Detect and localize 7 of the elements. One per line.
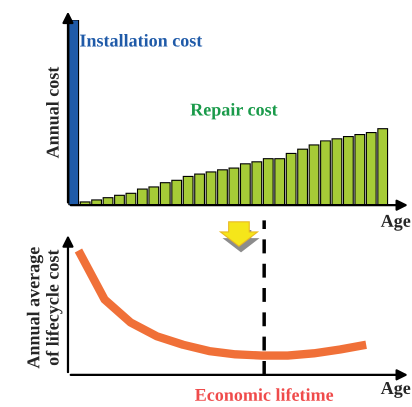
annotation: Repair cost	[190, 103, 278, 120]
y-axis-title: Annual cost	[46, 66, 59, 158]
text: Economic lifetime	[195, 388, 334, 401]
x-axis-title: Age	[380, 214, 410, 231]
x-axis-title: Age	[380, 382, 410, 398]
annotation: Installation cost	[80, 34, 202, 47]
y-axis-title: Annual average of lifecycle cost	[26, 247, 62, 368]
